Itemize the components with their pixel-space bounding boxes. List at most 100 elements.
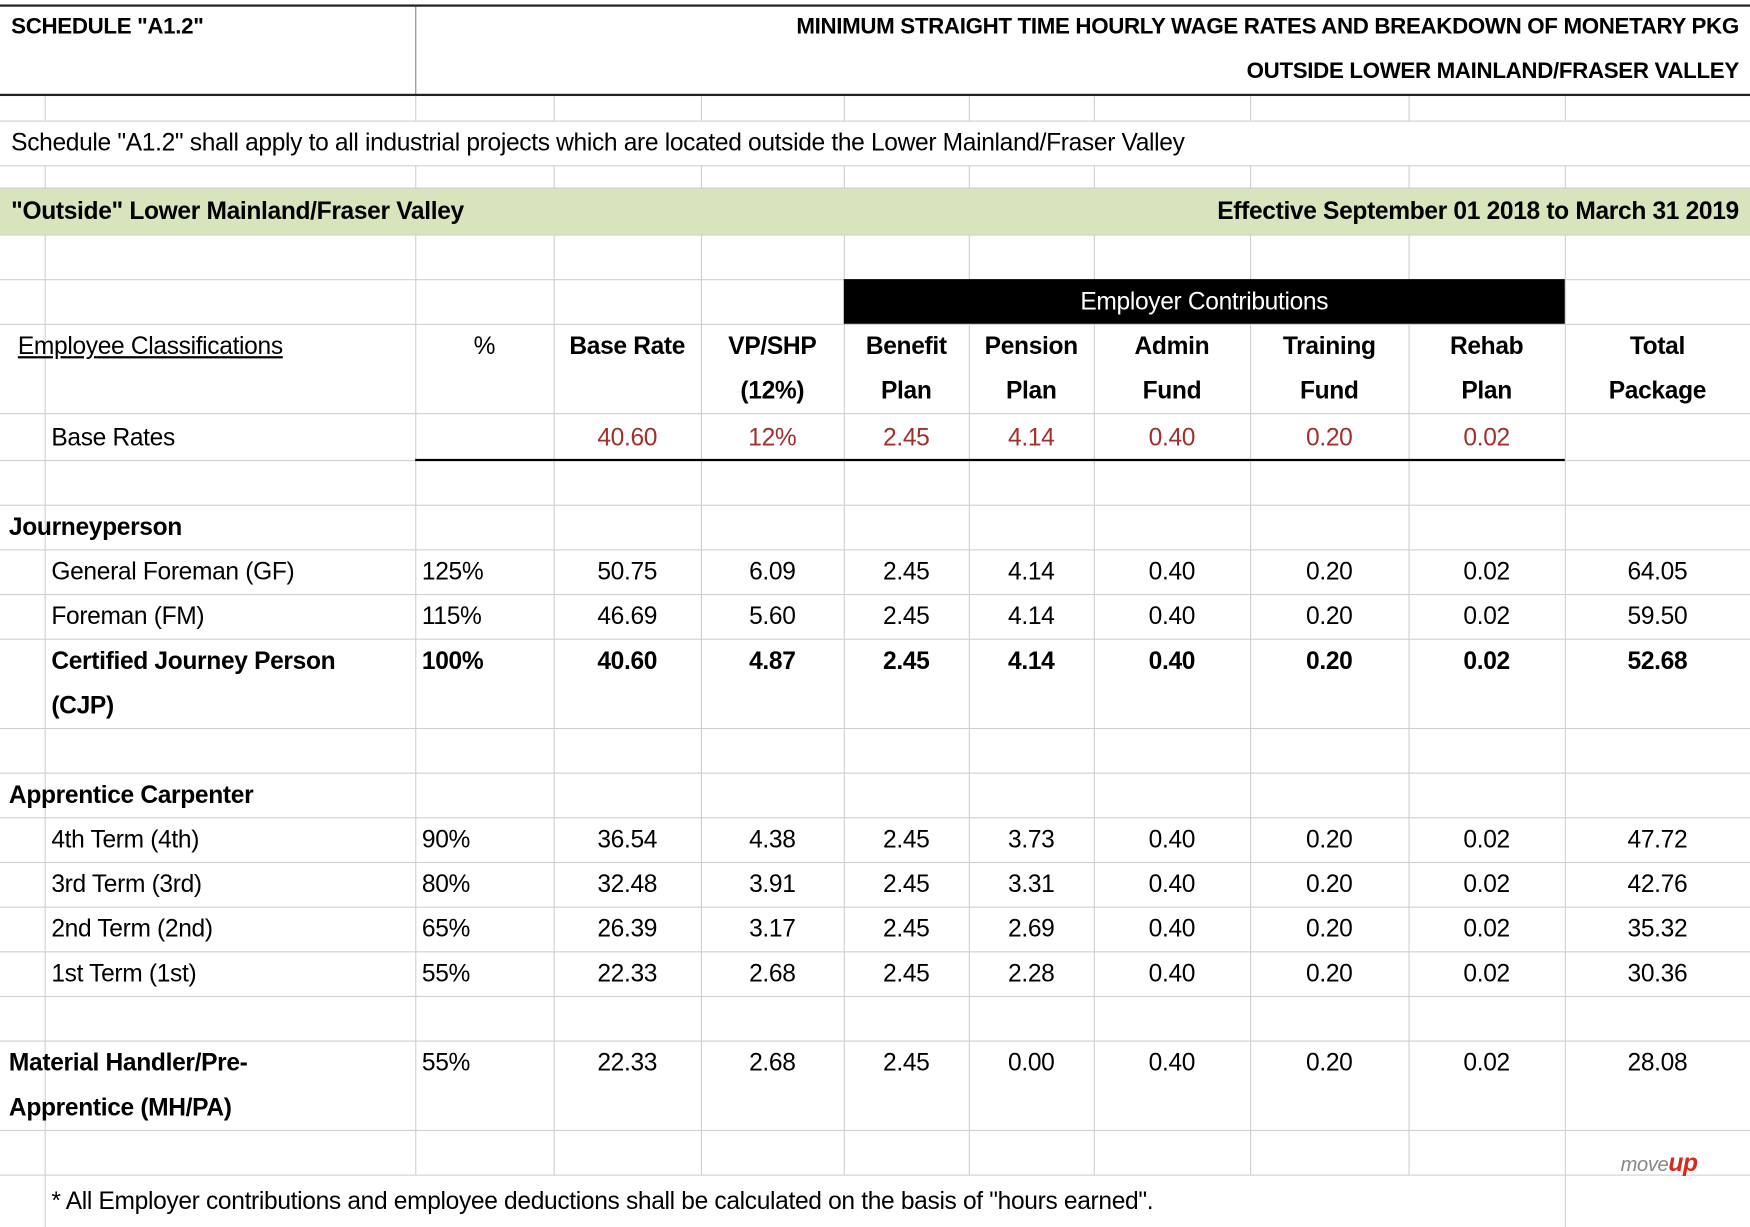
- cell-value: 36.54: [597, 825, 658, 854]
- grid-line: [1250, 234, 1252, 1175]
- logo-up: up: [1668, 1148, 1698, 1177]
- cell-value: 0.02: [1463, 959, 1510, 987]
- column-header: VP/SHP: [728, 331, 817, 360]
- grid-line: [415, 165, 417, 188]
- logo-move: move: [1620, 1153, 1669, 1176]
- cell-value: 2.45: [883, 557, 930, 586]
- cell-value: 0.20: [1306, 959, 1353, 987]
- cell-value: 2.45: [883, 869, 930, 898]
- cell-value: 0.02: [1463, 914, 1510, 943]
- grid-line: [1250, 165, 1252, 188]
- cell-value: 4.14: [1008, 601, 1055, 630]
- cell-value: 0.40: [1148, 914, 1196, 943]
- grid-line: [44, 165, 46, 188]
- cell-value: 5.60: [749, 601, 796, 630]
- cell-value: 0.02: [1463, 869, 1510, 898]
- cell-value: 0.20: [1306, 869, 1353, 898]
- cell-value: 28.08: [1627, 1048, 1688, 1077]
- cell-value: 42.76: [1627, 869, 1688, 898]
- grid-line: [843, 234, 845, 1175]
- cell-value: 4.38: [749, 825, 796, 854]
- cell-value: 3.31: [1008, 869, 1055, 898]
- cell-value: 115%: [421, 601, 482, 630]
- section-title: Apprentice Carpenter: [8, 780, 254, 809]
- column-header: Plan: [1461, 376, 1512, 405]
- cell-value: 2.45: [883, 959, 930, 987]
- grid-line: [0, 995, 1750, 998]
- grid-line: [0, 951, 1750, 953]
- grid-line: [0, 906, 1750, 908]
- column-header: %: [473, 331, 496, 360]
- cell-value: 0.40: [1148, 557, 1196, 586]
- cell-value: 2.45: [883, 914, 930, 943]
- cell-value: 30.36: [1627, 959, 1688, 987]
- cell-value: 55%: [421, 959, 471, 987]
- grid-line: [0, 638, 1750, 640]
- cell-value: 2.68: [749, 959, 796, 987]
- cell-value: 47.72: [1627, 825, 1688, 854]
- cell-value: 2.45: [883, 1048, 930, 1077]
- row-label: Foreman (FM): [51, 601, 205, 630]
- row-label: Certified Journey Person (CJP): [51, 646, 336, 720]
- cell-value: 0.02: [1463, 1048, 1510, 1077]
- cell-value: 2.45: [883, 601, 930, 630]
- group-header: Employer Contributions: [843, 279, 1565, 324]
- logo: moveup: [1621, 1141, 1698, 1187]
- grid-line: [700, 94, 703, 121]
- column-header: Plan: [881, 376, 932, 405]
- cell-value: 55%: [421, 1048, 471, 1077]
- grid-line: [1408, 94, 1410, 121]
- column-header: Admin: [1134, 331, 1210, 360]
- base-rate: 0.02: [1463, 423, 1510, 452]
- cell-value: 2.69: [1008, 914, 1055, 943]
- cell-value: 35.32: [1627, 914, 1688, 943]
- grid-line: [1564, 1174, 1566, 1227]
- cell-value: 0.20: [1306, 825, 1353, 854]
- grid-line: [968, 165, 970, 188]
- column-header: Employee Classifications: [17, 331, 283, 360]
- title-line2: OUTSIDE LOWER MAINLAND/FRASER VALLEY: [1246, 59, 1740, 84]
- rule: [0, 4, 1750, 7]
- column-header: Package: [1608, 376, 1707, 405]
- grid-line: [843, 165, 845, 188]
- cell-value: 22.33: [597, 959, 658, 987]
- grid-line: [1564, 94, 1566, 121]
- grid-line: [0, 413, 1750, 415]
- grid-line: [1093, 165, 1095, 188]
- region-band: [0, 187, 1750, 235]
- column-header: Rehab: [1449, 331, 1524, 360]
- cell-value: 0.40: [1148, 1048, 1196, 1077]
- cell-value: 0.00: [1008, 1048, 1055, 1077]
- cell-value: 0.40: [1148, 646, 1196, 675]
- cell-value: 0.02: [1463, 601, 1510, 630]
- title-line1: MINIMUM STRAIGHT TIME HOURLY WAGE RATES …: [796, 14, 1739, 40]
- cell-value: 0.40: [1148, 825, 1196, 854]
- cell-value: 26.39: [597, 914, 658, 943]
- grid-line: [0, 165, 1750, 167]
- grid-line: [700, 165, 703, 188]
- grid-line: [1564, 234, 1566, 1175]
- column-header: Plan: [1006, 376, 1057, 405]
- cell-value: 80%: [421, 869, 471, 898]
- cell-value: 50.75: [597, 557, 658, 586]
- column-header: Total: [1629, 331, 1685, 360]
- grid-line: [415, 5, 417, 95]
- cell-value: 6.09: [749, 557, 796, 586]
- grid-line: [553, 234, 555, 1175]
- cell-value: 52.68: [1627, 646, 1688, 675]
- cell-value: 2.28: [1008, 959, 1055, 987]
- row-label: 3rd Term (3rd): [51, 869, 202, 898]
- base-rate: 0.20: [1306, 423, 1353, 452]
- grid-line: [0, 323, 1750, 325]
- grid-line: [553, 165, 555, 188]
- grid-line: [44, 94, 46, 121]
- grid-line: [0, 1174, 1750, 1176]
- row-label: General Foreman (GF): [51, 557, 295, 586]
- cell-value: 22.33: [597, 1048, 658, 1077]
- grid-line: [44, 234, 46, 1175]
- cell-value: 0.02: [1463, 646, 1510, 675]
- cell-value: 0.20: [1306, 1048, 1353, 1077]
- cell-value: 0.40: [1148, 869, 1196, 898]
- cell-value: 100%: [421, 646, 484, 675]
- row-label: Base Rates: [51, 423, 175, 452]
